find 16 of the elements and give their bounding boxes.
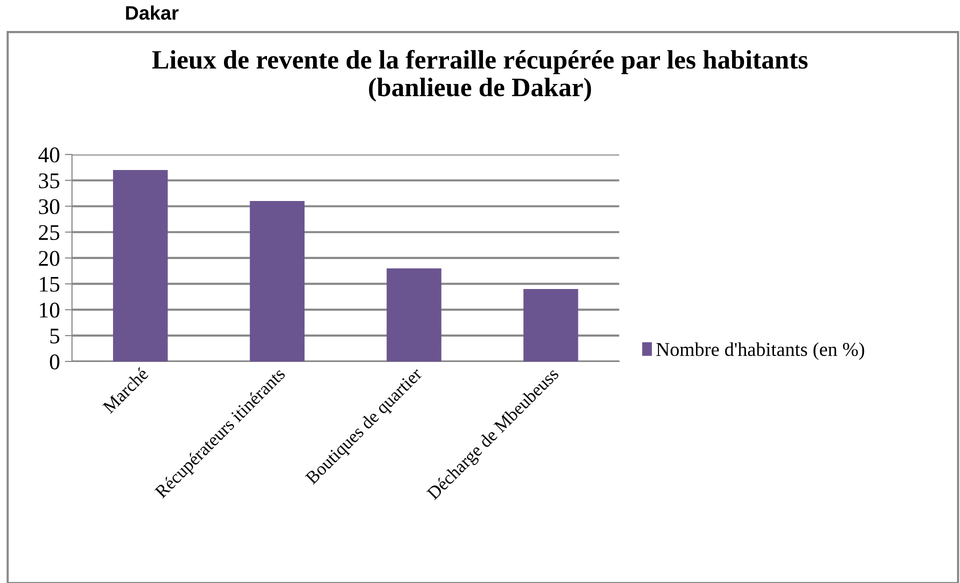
legend-label: Nombre d'habitants (en %) xyxy=(656,342,864,360)
bar xyxy=(523,289,578,362)
y-tick-label: 40 xyxy=(38,147,60,162)
y-tick-label: 10 xyxy=(40,302,60,318)
bar xyxy=(386,268,442,362)
bar xyxy=(250,201,305,362)
bar xyxy=(113,170,168,362)
chart-title: Lieux de revente de la ferraille récupérée par les habitants (banlieue de Dakar) xyxy=(152,50,808,102)
y-tick-label: 0 xyxy=(50,354,60,370)
y-tick-label: 35 xyxy=(39,173,60,188)
text: Dakar xyxy=(126,6,179,20)
y-tick-label: 25 xyxy=(38,225,60,240)
y-tick-label: 30 xyxy=(39,199,60,214)
y-tick-label: 15 xyxy=(40,276,60,292)
y-tick-label: 5 xyxy=(50,328,60,344)
y-tick-label: 20 xyxy=(38,250,60,266)
